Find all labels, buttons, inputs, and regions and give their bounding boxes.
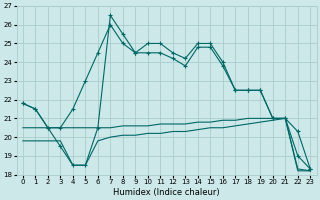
X-axis label: Humidex (Indice chaleur): Humidex (Indice chaleur) [113, 188, 220, 197]
